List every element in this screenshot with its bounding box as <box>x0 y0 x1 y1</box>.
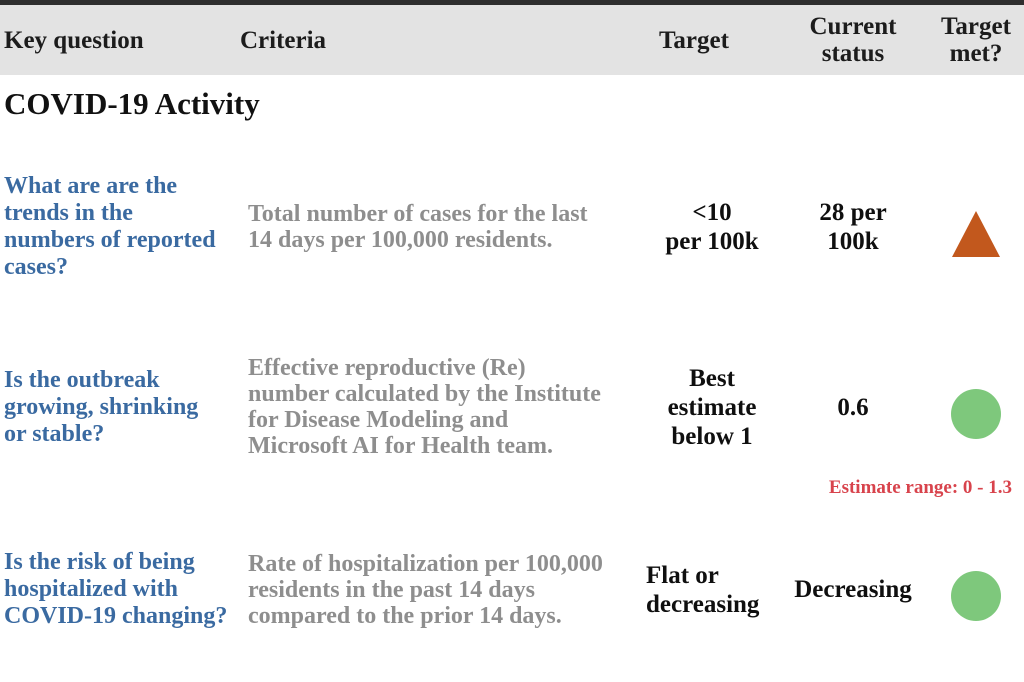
current-status-hospitalization: Decreasing <box>794 576 912 603</box>
header-criteria: Criteria <box>240 26 327 54</box>
header-current-status: Current status <box>809 13 897 67</box>
header-target: Target <box>659 26 729 54</box>
criteria-hospitalization: Rate of hospitalization per 100,000 resi… <box>248 550 603 629</box>
table-row-outbreak: Is the outbreak growing, shrinking or st… <box>0 355 1024 459</box>
key-question-hospitalization: Is the risk of being hospitalized with C… <box>4 549 228 629</box>
target-met-cell-hospitalization <box>928 553 1024 626</box>
table-header: Key question Criteria Target Current sta… <box>0 5 1024 75</box>
estimate-range-note: Estimate range: 0 - 1.3 <box>828 477 1012 498</box>
table-row-cases: What are are the trends in the numbers o… <box>0 173 1024 281</box>
header-key-question: Key question <box>4 26 144 54</box>
target-hospitalization: Flat or decreasing <box>646 561 760 618</box>
key-question-outbreak: Is the outbreak growing, shrinking or st… <box>4 366 199 447</box>
section-title: COVID-19 Activity <box>4 86 260 121</box>
target-cases: <10 per 100k <box>665 199 759 255</box>
current-status-outbreak: 0.6 <box>837 393 869 421</box>
target-met-cell-outbreak <box>928 371 1024 444</box>
target-outbreak: Best estimate below 1 <box>667 364 757 450</box>
green-circle-icon <box>951 388 1001 439</box>
current-status-cases: 28 per 100k <box>819 199 887 255</box>
top-edge-strip <box>0 0 1024 5</box>
table-row-hospitalization: Is the risk of being hospitalized with C… <box>0 549 1024 630</box>
header-target-met: Target met? <box>941 13 1011 67</box>
green-circle-icon <box>951 571 1001 621</box>
target-met-cell-cases <box>928 193 1024 262</box>
estimate-range-row: Estimate range: 0 - 1.3 <box>0 477 1024 499</box>
criteria-outbreak: Effective reproductive (Re) number calcu… <box>248 355 601 459</box>
key-question-cases: What are are the trends in the numbers o… <box>4 173 216 280</box>
criteria-cases: Total number of cases for the last 14 da… <box>248 201 588 253</box>
orange-triangle-icon <box>952 210 1000 257</box>
